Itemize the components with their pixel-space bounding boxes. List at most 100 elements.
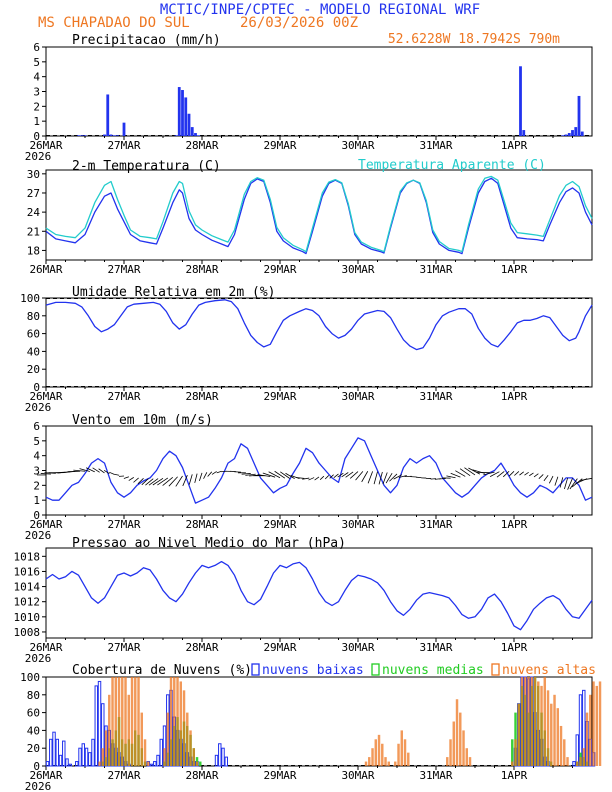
- cloud-bar-high: [576, 761, 579, 766]
- cloud-bar-low: [88, 752, 92, 767]
- rh-xtick-label: 30MAR: [341, 390, 374, 403]
- cloud-bar-high: [364, 761, 368, 766]
- cloud-bar-high: [108, 694, 111, 766]
- precip-bar: [577, 95, 581, 136]
- wind-arrow: [329, 474, 334, 479]
- precip-bar: [194, 133, 197, 136]
- wind-arrow: [302, 477, 310, 480]
- cloud-bar-high: [446, 757, 449, 766]
- cloud-bar-high: [371, 748, 374, 766]
- wind-arrow: [211, 471, 217, 475]
- wind-xtick-label: 31MAR: [419, 518, 452, 531]
- precip-bar: [83, 135, 87, 136]
- wind-arrow: [109, 471, 115, 475]
- precip-xtick-label: 1APR: [501, 139, 528, 152]
- wind-arrow: [128, 477, 134, 481]
- precip-xtick-label: 29MAR: [263, 139, 296, 152]
- temp-ytick-label: 18: [27, 244, 40, 257]
- precip-bar: [177, 87, 181, 136]
- cloud-bar-high: [566, 757, 569, 766]
- cloud-bar-high: [186, 712, 189, 766]
- cloud-bar-high: [368, 757, 371, 766]
- rh-xtick-label: 1APR: [501, 390, 528, 403]
- wind-arrow: [567, 478, 573, 490]
- cloud-bar-high: [117, 677, 121, 766]
- cloud-bar-low: [52, 731, 56, 767]
- pressure-xtick-label: 26MAR: [29, 641, 62, 654]
- rh-title: Umidade Relativa em 2m (%): [72, 285, 276, 300]
- cloud-bar-high: [192, 748, 195, 766]
- wind-arrow: [483, 471, 495, 476]
- precip-xtick-label: 26MAR: [29, 139, 62, 152]
- wind-arrow: [367, 471, 373, 484]
- cloud-bar-low: [572, 761, 576, 767]
- cloud-bar-high: [459, 712, 462, 766]
- wind-arrow: [280, 471, 290, 479]
- clouds-xtick-label: 31MAR: [419, 769, 452, 782]
- clouds-xtick-label: 26MAR: [29, 769, 62, 782]
- wind-arrow: [274, 470, 286, 479]
- rh-panel: 0 20 40 60 80 100 26MAR 27MAR 28MAR 29MAR 30MAR 31M…: [20, 285, 593, 414]
- cloud-bar-high: [101, 748, 104, 766]
- cloud-bar-high: [189, 730, 192, 766]
- wind-arrow: [182, 475, 188, 487]
- cloud-bar-high: [514, 739, 517, 766]
- wind-arrow: [285, 472, 295, 479]
- wind-arrow: [175, 475, 183, 487]
- wind-arrow: [162, 477, 174, 486]
- wind-arrow: [533, 473, 539, 478]
- pressure-panel: 1008 1010 1012 1014 1016 1018 26MAR 27MAR 28MAR 2…: [14, 536, 593, 665]
- pressure-ytick-label: 1012: [14, 596, 41, 609]
- pressure-xtick-label: 29MAR: [263, 641, 296, 654]
- cloud-bar-high: [517, 703, 520, 766]
- wind-arrow: [446, 475, 456, 479]
- wind-arrow: [216, 470, 222, 474]
- wind-ytick-label: 5: [33, 435, 40, 448]
- wind-arrow: [207, 471, 213, 477]
- cloud-bar-high: [377, 734, 381, 766]
- cloud-bar-high: [553, 694, 556, 766]
- precip-bar: [77, 135, 80, 136]
- cloud-bar-high: [384, 757, 387, 766]
- pressure-ytick-label: 1008: [14, 626, 41, 639]
- wind-arrow: [324, 475, 330, 480]
- temp-title: 2-m Temperatura (C): [72, 159, 221, 174]
- wind-arrow: [538, 474, 544, 479]
- wind-arrow: [148, 478, 159, 486]
- rh-series-0: [45, 299, 593, 351]
- cloud-bar-low: [159, 738, 164, 767]
- rh-xtick-label: 27MAR: [107, 390, 140, 403]
- wind-arrow: [308, 477, 315, 481]
- wind-arrow: [496, 471, 505, 478]
- wind-arrow: [44, 472, 56, 474]
- rh-xtick-label: 29MAR: [263, 390, 296, 403]
- wind-arrow: [459, 468, 471, 477]
- precip-xtick-label: 30MAR: [341, 139, 374, 152]
- wind-arrow: [337, 472, 344, 478]
- cloud-bar-mid: [199, 761, 202, 766]
- wind-xtick-label: 27MAR: [107, 518, 140, 531]
- rh-year-label: 2026: [25, 401, 52, 414]
- precip-bar: [80, 135, 84, 136]
- wind-series-0: [45, 437, 593, 504]
- clouds-title: Cobertura de Nuvens (%): [72, 663, 252, 678]
- precip-bar: [564, 134, 568, 136]
- cloud-bar-high: [179, 681, 182, 766]
- pressure-xtick-label: 1APR: [501, 641, 528, 654]
- wind-arrow: [559, 477, 564, 488]
- cloud-bar-low: [218, 743, 222, 767]
- temp-xtick-label: 29MAR: [263, 263, 296, 276]
- cloud-bar-high: [533, 677, 537, 766]
- cloud-bar-high: [595, 685, 598, 766]
- cloud-bar-high: [400, 730, 403, 766]
- wind-arrow: [529, 472, 534, 477]
- wind-arrow: [141, 478, 149, 486]
- cloud-bar-high: [121, 677, 124, 766]
- precip-bar: [109, 134, 113, 136]
- rh-xtick-label: 28MAR: [185, 390, 218, 403]
- pressure-xtick-label: 28MAR: [185, 641, 218, 654]
- precip-bar: [571, 130, 574, 136]
- wind-arrow: [514, 471, 520, 476]
- cloud-bar-low: [94, 685, 99, 767]
- cloud-bar-high: [530, 677, 533, 766]
